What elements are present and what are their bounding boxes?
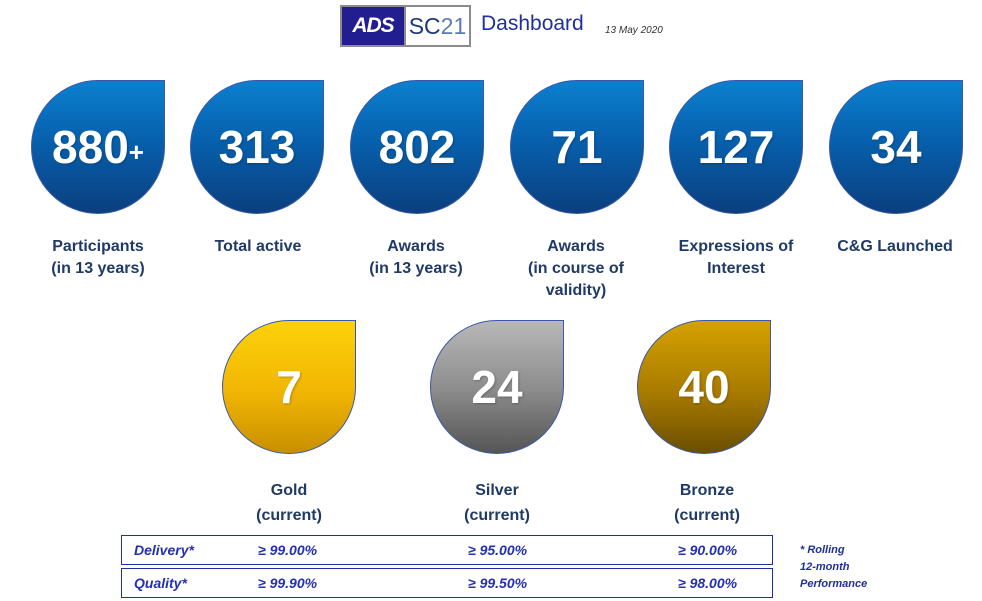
label-line: Awards (387, 238, 445, 255)
stat-value: 880 (52, 121, 129, 173)
label-line: C&G Launched (837, 238, 953, 255)
label-line: (in 13 years) (51, 260, 145, 277)
stat-value: 313 (218, 121, 296, 173)
medal-drop-silver: 24 (430, 320, 564, 454)
stat-label-cg-launched: C&G Launched (815, 236, 975, 258)
medal-value: 40 (678, 361, 730, 413)
label-line: Awards (547, 238, 605, 255)
sc21-logo-number: 21 (440, 12, 467, 39)
stat-label-participants: Participants (in 13 years) (18, 236, 178, 280)
label-line: validity) (545, 282, 607, 299)
footnote-line: 12-month (800, 561, 850, 573)
silver-threshold: ≥ 99.50% (468, 575, 528, 591)
medal-value: 24 (471, 361, 523, 413)
stat-drop-cg-launched: 34 (829, 80, 963, 214)
label-line: Expressions of (678, 238, 794, 255)
gold-threshold: ≥ 99.90% (258, 575, 318, 591)
rolling-footnote: * Rolling 12-month Performance (800, 542, 910, 593)
report-date: 13 May 2020 (605, 25, 663, 36)
stat-drop-total-active: 313 (190, 80, 324, 214)
medal-value: 7 (276, 361, 302, 413)
stat-value: 71 (551, 121, 603, 173)
stat-drop-expressions: 127 (669, 80, 803, 214)
bronze-threshold: ≥ 98.00% (678, 575, 738, 591)
label-line: (in course of (527, 260, 624, 277)
footnote-line: * Rolling (800, 544, 845, 556)
ads-logo: ADS (340, 5, 406, 47)
stat-value: 34 (870, 121, 922, 173)
stat-value: 127 (697, 121, 775, 173)
sc21-logo-main: SC (408, 12, 441, 39)
footnote-line: Performance (800, 578, 868, 590)
label-line: Total active (214, 238, 302, 255)
stat-drop-participants: 880 + (31, 80, 165, 214)
label-line: (current) (464, 507, 530, 524)
label-line: Participants (52, 238, 144, 255)
label-line: Bronze (679, 482, 735, 499)
metric-name: Quality* (134, 575, 187, 591)
label-line: Gold (270, 482, 308, 499)
stat-suffix: + (128, 136, 144, 167)
medal-drop-bronze: 40 (637, 320, 771, 454)
page-title: Dashboard (481, 12, 584, 35)
label-line: Interest (707, 260, 765, 277)
sc21-logo: SC 21 (406, 5, 471, 47)
stat-label-total-active: Total active (178, 236, 338, 258)
performance-row-delivery: Delivery* ≥ 99.00% ≥ 95.00% ≥ 90.00% (121, 535, 773, 565)
stat-label-expressions: Expressions of Interest (656, 236, 816, 280)
stat-drop-awards-validity: 71 (510, 80, 644, 214)
label-line: Silver (475, 482, 519, 499)
stat-drop-awards: 802 (350, 80, 484, 214)
medal-drop-gold: 7 (222, 320, 356, 454)
stat-label-awards-validity: Awards (in course of validity) (496, 236, 656, 302)
performance-row-quality: Quality* ≥ 99.90% ≥ 99.50% ≥ 98.00% (121, 568, 773, 598)
silver-threshold: ≥ 95.00% (468, 542, 528, 558)
label-line: (current) (256, 507, 322, 524)
metric-name: Delivery* (134, 542, 194, 558)
gold-threshold: ≥ 99.00% (258, 542, 318, 558)
label-line: (in 13 years) (369, 260, 463, 277)
medal-label-silver: Silver (current) (417, 478, 577, 528)
medal-label-gold: Gold (current) (209, 478, 369, 528)
label-line: (current) (674, 507, 740, 524)
bronze-threshold: ≥ 90.00% (678, 542, 738, 558)
medal-label-bronze: Bronze (current) (627, 478, 787, 528)
stat-label-awards: Awards (in 13 years) (336, 236, 496, 280)
stat-value: 802 (378, 121, 456, 173)
